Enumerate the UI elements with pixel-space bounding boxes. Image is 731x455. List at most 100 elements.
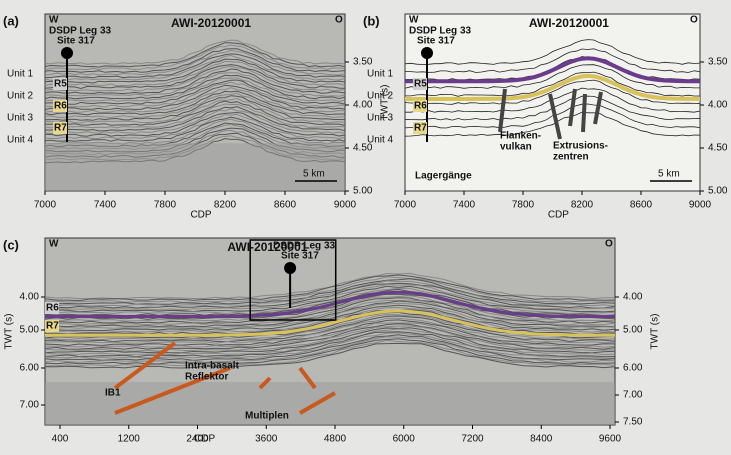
reflector-line [44, 288, 616, 317]
bottom-tick-label: 2400 [186, 434, 209, 445]
seismic-noise [45, 143, 345, 191]
right-tick-label: 4.00 [353, 100, 373, 111]
intra-basalt-reflector [298, 366, 317, 390]
reflector-line [44, 100, 346, 126]
horizon [405, 56, 700, 84]
reflector-line [44, 327, 616, 354]
reflector-line [44, 287, 616, 315]
unit-label: Unit 1 [367, 69, 394, 80]
panel-label: (b) [363, 13, 380, 28]
bottom-axis-title: CDP [194, 434, 215, 445]
east-label: O [605, 239, 613, 250]
right-tick-label: 4.50 [353, 143, 373, 154]
reflector-line [44, 60, 346, 87]
intra-basalt-reflector [114, 366, 231, 415]
annotation: Lagergänge [415, 171, 472, 182]
bottom-tick-label: 7800 [512, 200, 535, 211]
bottom-axis-title: CDP [548, 210, 569, 221]
reflector-line [44, 297, 616, 324]
bottom-tick-label: 8600 [274, 200, 297, 211]
arrow [498, 88, 507, 133]
right-tick-label: 5.00 [353, 186, 373, 197]
right-tick-label: 4.00 [623, 292, 643, 303]
reflector-line [44, 39, 346, 65]
annotation: Intra-basalt [185, 361, 240, 372]
left-axis-title: TWT (s) [4, 314, 15, 350]
reflector-line [44, 317, 616, 344]
west-label: W [49, 239, 59, 250]
reflector-line [44, 338, 616, 365]
reflector-line [44, 64, 346, 90]
reflector-line [44, 336, 616, 363]
reflector-line [44, 58, 346, 84]
reflector-tag [53, 122, 67, 134]
reflector-line [404, 79, 701, 105]
reflector-line [44, 74, 346, 100]
reflector-label: R6 [46, 303, 59, 314]
site-label: Site 317 [281, 251, 319, 262]
reflector-line [44, 283, 616, 311]
arrow [581, 93, 587, 133]
reflector-line [44, 276, 616, 303]
annotation: Reflektor [185, 372, 228, 383]
bottom-tick-label: 8600 [630, 200, 653, 211]
annotation: Extrusions- [553, 141, 608, 152]
reflector-line [44, 332, 616, 360]
scale-label: 5 km [658, 169, 680, 180]
left-tick-label: 5.00 [20, 325, 40, 336]
reflector-line [44, 302, 616, 329]
reflector-line [404, 111, 701, 137]
profile-title: AWI-20120001 [529, 16, 609, 30]
reflector-tag [45, 302, 59, 314]
right-tick-label: 4.00 [708, 100, 728, 111]
bottom-tick-label: 8200 [214, 200, 237, 211]
reflector-line [44, 309, 616, 335]
arrow [548, 93, 562, 140]
reflector-line [44, 77, 346, 103]
reflector-line [44, 285, 616, 313]
reflector-label: R7 [414, 123, 427, 134]
reflector-line [44, 322, 616, 348]
reflector-line [44, 113, 346, 140]
reflector-tag [413, 78, 427, 90]
reflector-line [44, 339, 616, 367]
arrow [593, 91, 603, 125]
zoom-box [249, 239, 337, 321]
site-label: DSDP Leg 33 [49, 26, 111, 37]
reflector-line [44, 334, 616, 361]
reflector-label: R6 [54, 101, 67, 112]
right-tick-label: 6.00 [623, 363, 643, 374]
reflector-line [44, 342, 616, 369]
reflector-line [44, 319, 616, 347]
panel-label: (a) [3, 13, 19, 28]
profile-title: AWI-20120001 [171, 16, 251, 30]
horizon [45, 309, 615, 337]
reflector-line [44, 79, 346, 105]
annotation: Multiplen [245, 411, 289, 422]
bottom-tick-label: 7800 [154, 200, 177, 211]
reflector-line [404, 48, 701, 73]
reflector-line [44, 325, 616, 352]
bottom-tick-label: 4800 [324, 434, 347, 445]
bottom-tick-label: 9000 [689, 200, 712, 211]
reflector-line [44, 42, 346, 68]
right-axis-title: TWT (s) [380, 85, 391, 121]
bottom-tick-label: 1200 [118, 434, 141, 445]
bottom-tick-label: 7400 [453, 200, 476, 211]
left-tick-label: 4.00 [20, 292, 40, 303]
reflector-line [405, 71, 700, 97]
scale-label: 5 km [303, 169, 325, 180]
bottom-tick-label: 7200 [461, 434, 484, 445]
reflector-label: R5 [54, 79, 67, 90]
annotation: zentren [553, 152, 589, 163]
intra-basalt-reflector [299, 391, 336, 415]
well-head [61, 47, 73, 59]
reflector-line [44, 72, 346, 97]
reflector-line [44, 84, 346, 111]
unit-label: Unit 2 [7, 91, 34, 102]
arrow [568, 88, 577, 127]
reflector-line [404, 103, 701, 129]
site-label: DSDP Leg 33 [273, 241, 335, 252]
reflector-line [44, 300, 616, 328]
